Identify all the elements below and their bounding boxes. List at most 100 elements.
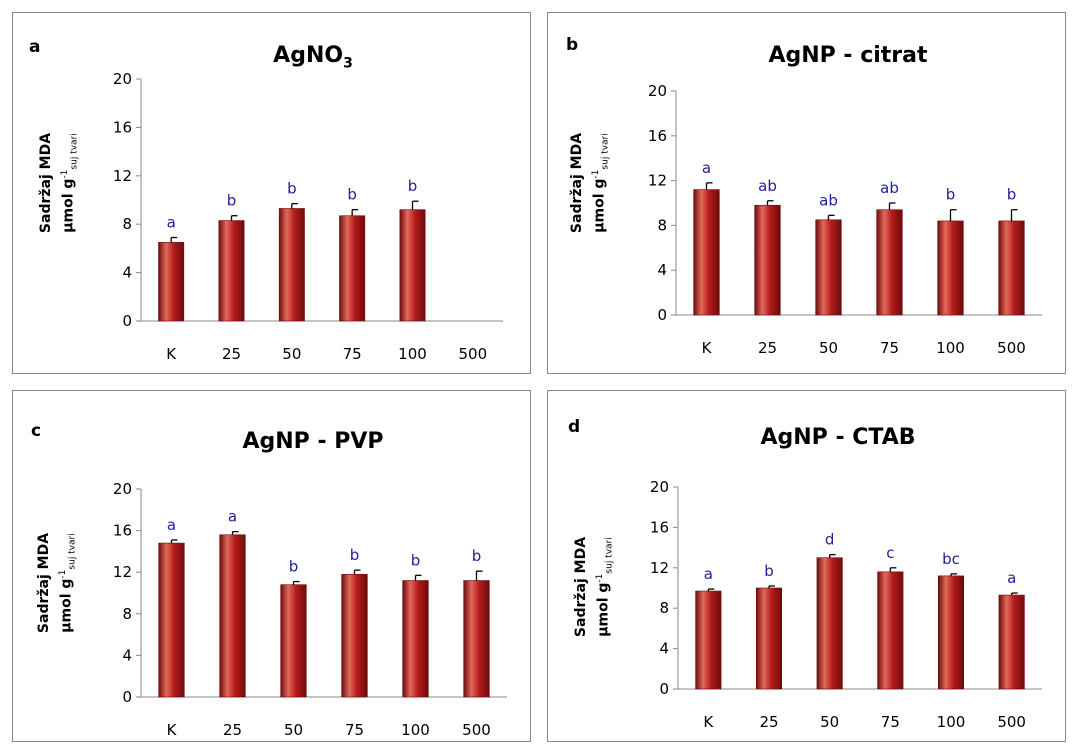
bar-chart-d: 0 4 8 12 16 20 Ka 25 b 50 d 75 c 100 bc 500 a [650, 478, 1042, 731]
significance-label: b [289, 558, 299, 576]
bar-chart-c: 0 4 8 12 16 20 Ka 25 a 50 b 75 b 100 b 500 b [113, 480, 507, 739]
x-tick-label: 100 [398, 345, 427, 363]
bar [998, 594, 1025, 690]
chart-title-main: AgNO [273, 43, 344, 68]
panel-label: a [29, 37, 41, 57]
y-tick-label: 12 [113, 167, 132, 185]
x-tick-label: 25 [758, 339, 777, 357]
significance-label: ab [880, 179, 899, 197]
x-tick-label: K [167, 721, 178, 739]
panel-label: d [568, 417, 581, 437]
y-tick-label: 0 [659, 680, 669, 698]
bar [937, 575, 965, 690]
y-tick-label: 4 [122, 646, 132, 664]
bar [280, 584, 307, 698]
y-tick-label: 8 [659, 599, 669, 617]
bar [339, 215, 366, 322]
y-tick-label: 8 [122, 215, 132, 233]
bar [755, 587, 783, 690]
y-tick-label: 0 [657, 306, 667, 324]
significance-label: ab [819, 191, 838, 209]
x-tick-label: 500 [997, 713, 1026, 731]
chart-title-main: AgNP - citrat [768, 43, 928, 68]
bar [695, 590, 722, 690]
x-tick-label: 75 [345, 721, 364, 739]
bar [399, 209, 426, 322]
y-tick-label: 20 [650, 478, 669, 496]
bar [693, 189, 720, 316]
bar [341, 573, 368, 698]
x-tick-label: 100 [937, 713, 966, 731]
y-tick-label: 20 [648, 82, 667, 100]
significance-label: d [825, 531, 835, 549]
x-tick-label: 50 [819, 339, 838, 357]
significance-label: b [408, 177, 418, 195]
y-tick-label: 16 [113, 522, 132, 540]
x-tick-label: K [703, 713, 714, 731]
x-tick-label: 500 [459, 345, 488, 363]
y-tick-label: 16 [648, 127, 667, 145]
chart-title: AgNP - PVP [173, 429, 453, 457]
bar [816, 557, 843, 690]
significance-label: b [411, 551, 421, 569]
bar-chart-a: 0 4 8 12 16 20 Ka 25 b 50 b 75 b 100 b 500 [113, 70, 503, 363]
x-tick-label: 50 [282, 345, 301, 363]
chart-title-main: AgNP - PVP [242, 429, 384, 454]
bar [754, 204, 781, 316]
x-tick-label: K [702, 339, 713, 357]
significance-label: b [227, 192, 237, 210]
x-tick-label: 75 [880, 339, 899, 357]
x-tick-label: 50 [820, 713, 839, 731]
bar [402, 580, 429, 698]
bar [998, 220, 1025, 316]
y-tick-label: 0 [122, 312, 132, 330]
x-tick-label: K [166, 345, 177, 363]
y-tick-label: 4 [659, 640, 669, 658]
chart-title: AgNO3 [173, 43, 453, 71]
bar [219, 534, 246, 698]
y-tick-label: 20 [113, 480, 132, 498]
chart-title: AgNP - CTAB [698, 425, 978, 453]
x-tick-label: 25 [223, 721, 242, 739]
y-tick-label: 20 [113, 70, 132, 88]
significance-label: c [886, 544, 894, 562]
panel-d: d AgNP - CTAB Sadržaj MDA µmol g-1suj tv… [547, 390, 1066, 742]
chart-title: AgNP - citrat [708, 43, 988, 71]
bar-chart-b: 0 4 8 12 16 20 Ka 25 ab 50 ab 75 ab 100 b 500 b [648, 82, 1042, 357]
bar [937, 220, 964, 316]
bar [218, 220, 245, 322]
x-tick-label: 25 [759, 713, 778, 731]
y-tick-label: 12 [648, 172, 667, 190]
bar [463, 580, 490, 698]
bar [158, 542, 185, 698]
significance-label: b [347, 186, 357, 204]
significance-label: b [764, 562, 774, 580]
chart-title-main: AgNP - CTAB [760, 425, 916, 450]
significance-label: b [287, 180, 297, 198]
y-tick-label: 12 [113, 563, 132, 581]
x-tick-label: 500 [997, 339, 1026, 357]
x-tick-label: 75 [343, 345, 362, 363]
panel-label: c [31, 421, 42, 441]
significance-label: b [946, 186, 956, 204]
significance-label: a [167, 516, 176, 534]
significance-label: a [167, 214, 176, 232]
significance-label: bc [942, 550, 960, 568]
panel-b: b AgNP - citrat Sadržaj MDA µmol g-1suj … [547, 12, 1066, 374]
panel-c: c AgNP - PVP Sadržaj MDA µmol g-1suj tva… [12, 390, 531, 742]
x-tick-label: 100 [936, 339, 965, 357]
bar [815, 219, 842, 316]
y-tick-label: 4 [122, 264, 132, 282]
significance-label: a [228, 508, 237, 526]
panel-label: b [566, 35, 579, 55]
significance-label: ab [758, 177, 777, 195]
y-tick-label: 0 [122, 688, 132, 706]
y-tick-label: 16 [650, 518, 669, 536]
y-tick-label: 8 [122, 605, 132, 623]
y-tick-label: 12 [650, 559, 669, 577]
x-tick-label: 25 [222, 345, 241, 363]
significance-label: a [704, 565, 713, 583]
significance-label: a [1007, 569, 1016, 587]
bar [876, 209, 903, 316]
